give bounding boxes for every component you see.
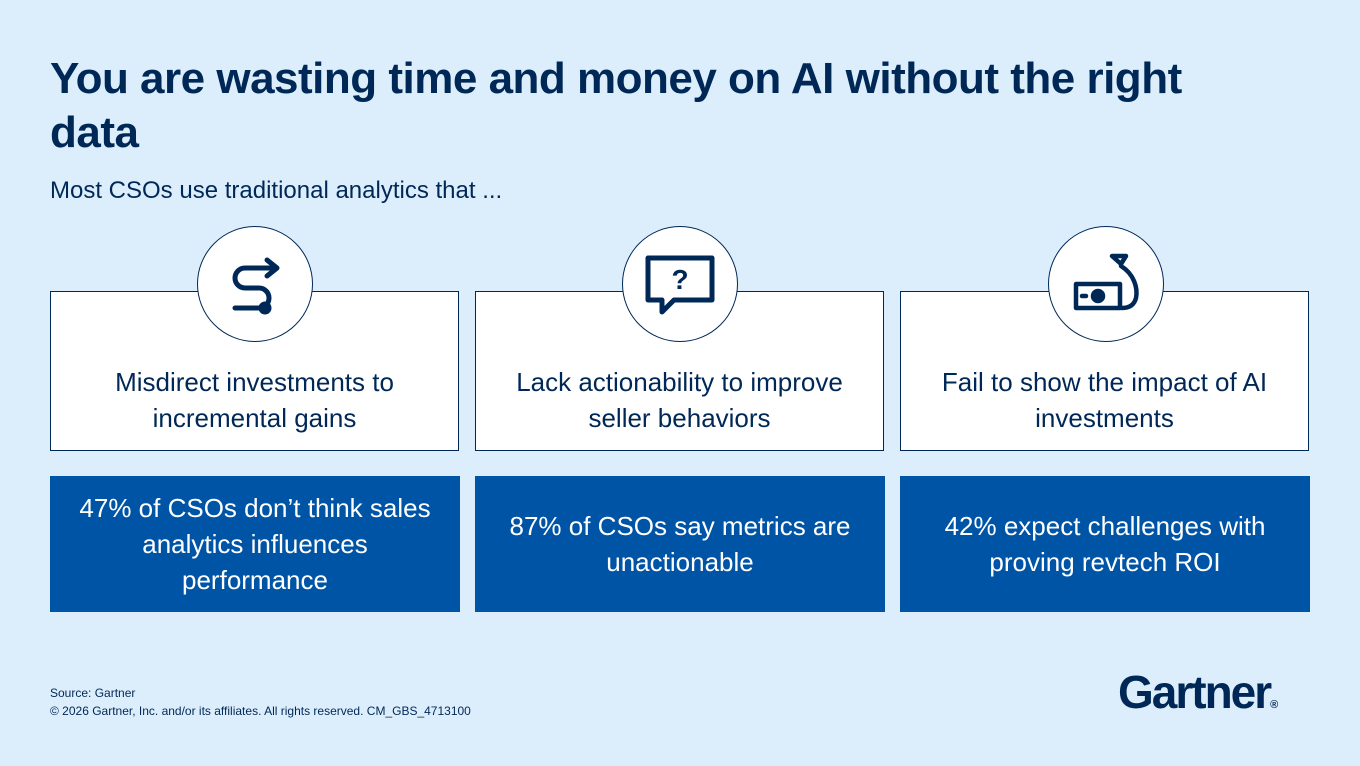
insight-card-text: Fail to show the impact of AI investment… — [941, 367, 1268, 433]
stat-box: 87% of CSOs say metrics are unactionable — [475, 476, 885, 612]
copyright-note: © 2026 Gartner, Inc. and/or its affiliat… — [50, 704, 471, 718]
page-title: You are wasting time and money on AI wit… — [50, 54, 1182, 157]
money-bag-cash-icon — [1048, 226, 1164, 342]
registered-mark: ® — [1270, 699, 1279, 711]
footer: Source: Gartner © 2026 Gartner, Inc. and… — [50, 684, 471, 720]
gartner-logo: Gartner® — [1118, 662, 1278, 735]
insight-card-text: Misdirect investments to incremental gai… — [115, 367, 394, 433]
page-subtitle: Most CSOs use traditional analytics that… — [50, 177, 503, 204]
stat-text: 47% of CSOs don’t think sales analytics … — [79, 493, 431, 595]
insight-card-text: Lack actionability to improve seller beh… — [516, 367, 843, 433]
stat-box: 42% expect challenges with proving revte… — [900, 476, 1310, 612]
redirect-path-arrow-icon — [197, 226, 313, 342]
question-speech-bubble-icon: ? — [622, 226, 738, 342]
stat-text: 87% of CSOs say metrics are unactionable — [509, 511, 851, 577]
svg-text:?: ? — [671, 264, 688, 295]
source-note: Source: Gartner — [50, 686, 136, 700]
logo-text: Gartner — [1118, 666, 1272, 718]
stat-text: 42% expect challenges with proving revte… — [944, 511, 1266, 577]
stat-box: 47% of CSOs don’t think sales analytics … — [50, 476, 460, 612]
